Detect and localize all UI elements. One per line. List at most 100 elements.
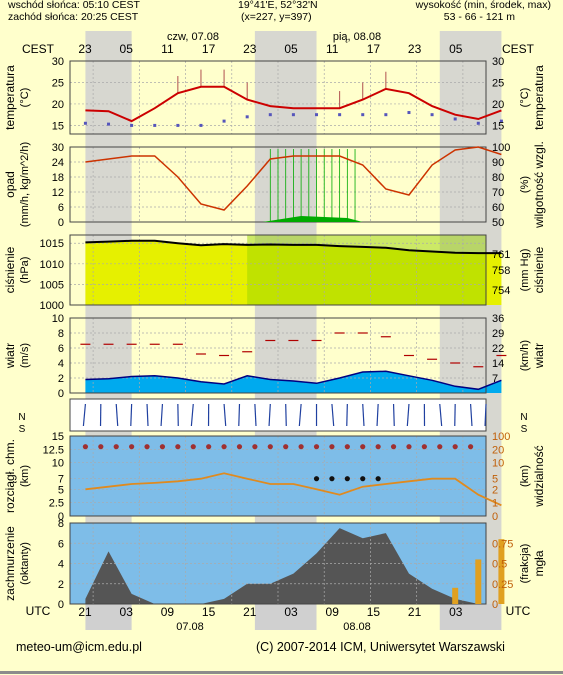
cloud-base-dot <box>329 444 335 450</box>
left-tick-label: 6 <box>58 538 64 550</box>
bottom-hour-tick: 03 <box>120 605 134 619</box>
dewpoint-point <box>315 113 319 117</box>
top-hour-tick: 11 <box>326 42 339 56</box>
cloud-base-dot <box>82 444 89 450</box>
dewpoint-point <box>361 113 365 117</box>
left-tick-label: 0 <box>58 511 64 523</box>
wind-arrow <box>392 403 395 427</box>
wind-arrow <box>362 403 365 427</box>
cloud-base-dot <box>190 444 196 450</box>
left-tick-label: 0 <box>58 217 64 229</box>
left-tick-label: 15 <box>52 120 64 132</box>
day1-bottom-label: 07.08 <box>176 621 204 633</box>
wind-arrow <box>469 403 473 427</box>
cloud-base-dot <box>267 444 273 450</box>
ylabel-right-4: widzialność <box>532 445 546 507</box>
left-tick-label: 6 <box>58 343 64 355</box>
day2-bottom-label: 08.08 <box>343 621 371 633</box>
meteogram: czw, 07.08 pią, 08.08 07.08 08.08 CEST CEST UT… <box>3 31 546 633</box>
cloud-base-dot-dark <box>313 476 320 482</box>
right-tick-label: 50 <box>492 217 504 229</box>
right-tick-label: 25 <box>492 77 504 89</box>
wind-direction-strip <box>69 398 487 432</box>
humidity-line <box>85 146 502 211</box>
dewpoint-point <box>384 113 388 117</box>
panel-frame-4 <box>69 435 487 517</box>
wind-arrow <box>146 403 149 427</box>
cloud-base-dot <box>421 444 427 450</box>
cloud-base-dot <box>390 444 397 450</box>
dewpoint-point <box>83 121 87 125</box>
right-tick-label: 70 <box>492 187 504 199</box>
dewpoint-point <box>199 123 203 127</box>
wind-arrow <box>406 403 410 427</box>
ylabel-4: rozciągł. chm. <box>3 439 17 513</box>
dewpoint-point <box>476 121 480 125</box>
bottom-hour-tick: 15 <box>367 605 381 619</box>
wind-arrow <box>82 403 87 427</box>
ylabel-right-1: wilgotność wzgl. <box>532 141 546 229</box>
panel-frame-5 <box>69 522 487 605</box>
right-tick-label: 2 <box>492 484 498 496</box>
left-tick-label: 1000 <box>40 300 64 312</box>
bottom-hour-tick: 15 <box>202 605 216 619</box>
cloud-base-dot <box>406 444 412 450</box>
ylabel-right-unit-2: (mm Hg) <box>519 249 531 292</box>
cloud-base-dot <box>129 444 135 450</box>
compass-left-s: S <box>19 424 26 435</box>
top-hour-tick: 23 <box>408 42 422 56</box>
wind-arrow <box>238 403 241 427</box>
panel-frame-2 <box>69 234 487 306</box>
ylabel-unit-4: (km) <box>19 465 31 487</box>
ylabel-2: ciśnienie <box>3 246 17 293</box>
temperature-line <box>85 85 502 123</box>
ylabel-0: temperatura <box>3 65 17 130</box>
compass-right-n: N <box>520 412 527 423</box>
tz-top-left: CEST <box>22 42 55 56</box>
cloud-base-dot <box>113 444 119 450</box>
right-tick-label: 5 <box>492 474 498 486</box>
left-tick-label: 15 <box>52 431 64 443</box>
top-hour-tick: 17 <box>367 42 381 56</box>
tz-top-right: CEST <box>502 42 535 56</box>
cloud-base-dot <box>360 444 366 450</box>
right-tick-label: 14 <box>492 358 504 370</box>
right-tick-label: 754 <box>492 285 510 297</box>
ylabel-right-unit-3: (km/h) <box>519 340 531 371</box>
cloud-base-dot <box>313 444 320 450</box>
bottom-hour-tick: 03 <box>284 605 298 619</box>
dewpoint-point <box>291 113 295 117</box>
cloud-base-dot-dark <box>360 476 366 482</box>
ylabel-right-0: temperatura <box>532 65 546 130</box>
right-tick-label: 15 <box>492 120 504 132</box>
cloud-base-dot <box>221 444 227 450</box>
cloud-base-dot <box>437 444 443 450</box>
bottom-hour-tick: 03 <box>449 605 463 619</box>
left-tick-label: 12 <box>52 187 64 199</box>
ylabel-right-unit-4: (km) <box>519 465 531 487</box>
left-tick-label: 0 <box>58 599 64 611</box>
bottom-separator <box>0 671 563 674</box>
coords-label: 19°41'E, 52°32'N <box>238 0 318 11</box>
ylabel-3: wiatr <box>3 343 17 369</box>
ylabel-right-3: wiatr <box>532 343 546 369</box>
top-hour-tick: 05 <box>449 42 463 56</box>
left-tick-label: 12.5 <box>43 444 64 456</box>
wind-arrow <box>285 403 287 427</box>
right-tick-label: 761 <box>492 249 510 261</box>
ylabel-right-2: ciśnienie <box>532 246 546 293</box>
left-tick-label: 30 <box>52 142 64 154</box>
ylabel-right-unit-5: (frakcja) <box>519 544 531 584</box>
left-tick-label: 4 <box>58 559 64 571</box>
cloud-base-dot <box>375 444 381 450</box>
right-tick-label: 0 <box>492 599 498 611</box>
compass-left-n: N <box>18 412 25 423</box>
contact-email[interactable]: meteo-um@icm.edu.pl <box>16 640 142 654</box>
left-tick-label: 4 <box>58 358 64 370</box>
wind-arrow <box>376 403 379 427</box>
dewpoint-point <box>107 122 111 126</box>
right-tick-label: 100 <box>492 142 510 154</box>
ylabel-unit-2: (hPa) <box>19 257 31 284</box>
night-band-bottom <box>254 604 317 630</box>
ylabel-unit-5: (oktanty) <box>19 542 31 585</box>
